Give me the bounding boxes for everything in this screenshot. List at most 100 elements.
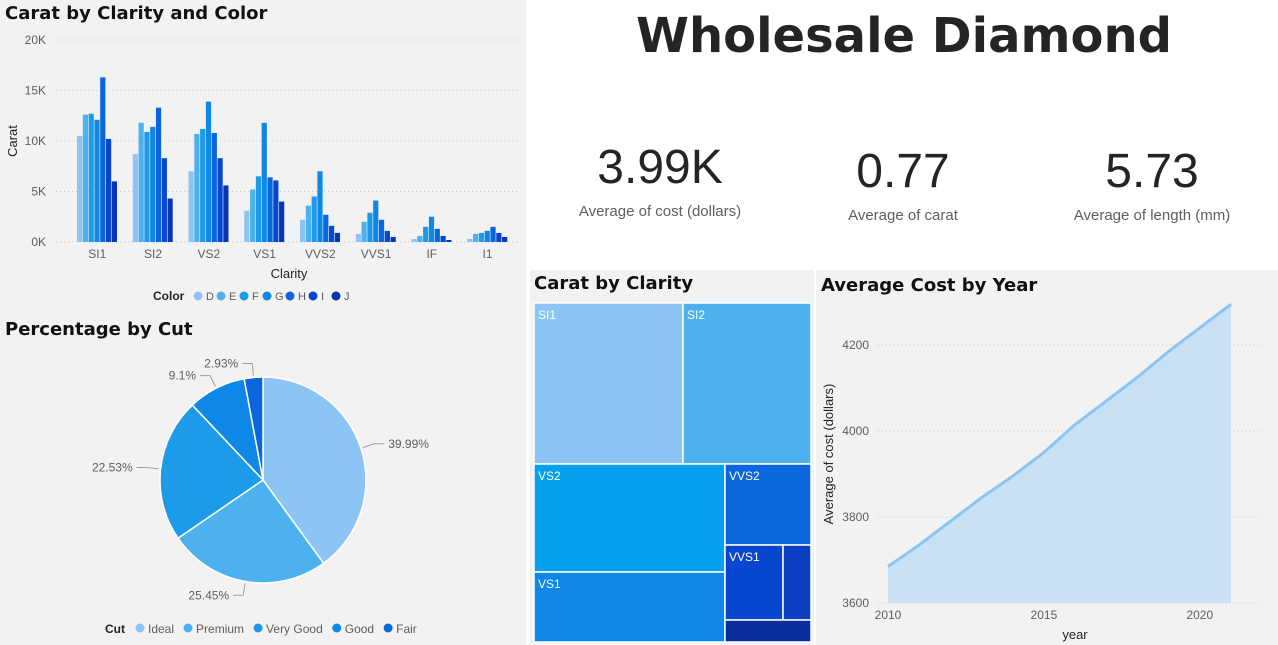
treemap-tile (724, 544, 784, 621)
bar (273, 180, 279, 242)
bar (217, 158, 223, 242)
bar (200, 128, 206, 242)
bar (417, 235, 423, 242)
kpi-value: 3.99K (597, 141, 723, 194)
y-tick-label: 4000 (842, 424, 869, 438)
bar (478, 232, 485, 242)
legend-marker (262, 291, 272, 301)
tile-label: VS1 (538, 577, 561, 591)
x-tick-label: VS2 (197, 247, 220, 261)
tile-label: VVS2 (729, 469, 760, 483)
bar (367, 212, 373, 242)
legend-label: I (321, 291, 324, 303)
area-chart-title: Average Cost by Year (821, 275, 1038, 296)
treemap-tile (782, 544, 812, 621)
bar (223, 185, 229, 242)
bar (490, 226, 496, 242)
bar (317, 171, 323, 242)
bar (496, 232, 502, 242)
bar (138, 122, 144, 242)
bar (167, 198, 173, 242)
area-chart: 3600 3800 4000 4200 2010 2015 2020 year Average … (821, 302, 1261, 642)
bar (82, 114, 88, 242)
bar (300, 219, 306, 242)
pie-chart: 39.99% 25.45% 22.53% 9.1% 2.93% Cut Ideal Premi… (92, 356, 429, 636)
x-tick-label: 2015 (1031, 608, 1058, 622)
tile-label: VVS1 (729, 550, 760, 564)
kpi-label: Average of cost (dollars) (578, 203, 742, 220)
y-axis-label: Carat (5, 125, 20, 157)
bar (267, 177, 273, 242)
area-fill (888, 304, 1231, 603)
bar (94, 119, 100, 242)
x-axis-label: year (1062, 627, 1088, 642)
bar (144, 131, 150, 242)
bar (255, 176, 262, 242)
bar-chart-panel: Carat by Clarity and Color 0K 5K 10K 15K 20K… (0, 0, 526, 312)
area-chart-panel: Average Cost by Year 3600 3800 4000 4200 201… (816, 270, 1278, 645)
bar (502, 236, 508, 242)
treemap-tile (533, 302, 684, 465)
pie-chart-title: Percentage by Cut (5, 319, 193, 340)
legend-label: Good (345, 622, 374, 636)
bar (411, 238, 417, 242)
bar (467, 238, 473, 242)
bar (111, 181, 117, 242)
slice-label: 9.1% (169, 369, 197, 383)
y-tick-label: 10K (25, 134, 46, 148)
pie-slice (262, 376, 367, 565)
bar (473, 233, 479, 242)
legend-marker (285, 291, 295, 301)
pie-slice (176, 478, 325, 584)
leader-line (242, 362, 254, 376)
legend-marker (253, 623, 263, 633)
legend-title: Cut (105, 622, 125, 636)
legend-label: G (275, 291, 284, 303)
bar (88, 113, 94, 242)
legend-title: Color (153, 289, 185, 303)
pie-slice (159, 403, 265, 540)
bar (329, 225, 335, 242)
y-tick-label: 20K (25, 33, 46, 47)
y-tick-label: 4200 (842, 338, 869, 352)
y-tick-label: 3800 (842, 510, 869, 524)
leader-line (136, 466, 159, 470)
bar (384, 230, 390, 242)
kpi-label: Average of length (mm) (1073, 207, 1231, 224)
bar (77, 135, 83, 242)
treemap-tile (533, 571, 726, 643)
y-tick-label: 3600 (842, 596, 869, 610)
legend-label: Premium (196, 622, 244, 636)
kpi-value: 0.77 (856, 145, 950, 198)
leader-line (362, 443, 385, 448)
x-tick-label: VS1 (253, 247, 276, 261)
bar (484, 230, 490, 242)
legend-label: Fair (396, 622, 417, 636)
treemap-tile (724, 619, 812, 643)
bar (150, 126, 156, 242)
y-tick-label: 5K (31, 185, 46, 199)
legend-marker (183, 623, 193, 633)
bar (334, 232, 340, 242)
bar (261, 122, 267, 242)
area-line (887, 302, 1232, 568)
bar (244, 210, 250, 242)
leader-line (200, 375, 216, 387)
bar (194, 133, 200, 242)
bar (106, 138, 112, 242)
bar (132, 154, 138, 242)
bar-chart-title: Carat by Clarity and Color (5, 3, 268, 24)
legend-marker (308, 291, 318, 301)
bar (423, 226, 429, 242)
y-axis-label: Average of cost (dollars) (821, 384, 836, 525)
legend-marker (332, 623, 342, 633)
pie-chart-panel: Percentage by Cut 39.99% 25.45% 22.53% 9.1%… (0, 312, 526, 645)
legend-label: D (206, 291, 214, 303)
slice-label: 39.99% (388, 437, 429, 451)
bar (279, 201, 285, 242)
bar (311, 196, 317, 242)
kpi-label: Average of carat (848, 207, 958, 224)
legend-marker (383, 623, 393, 633)
x-tick-label: IF (426, 247, 437, 261)
